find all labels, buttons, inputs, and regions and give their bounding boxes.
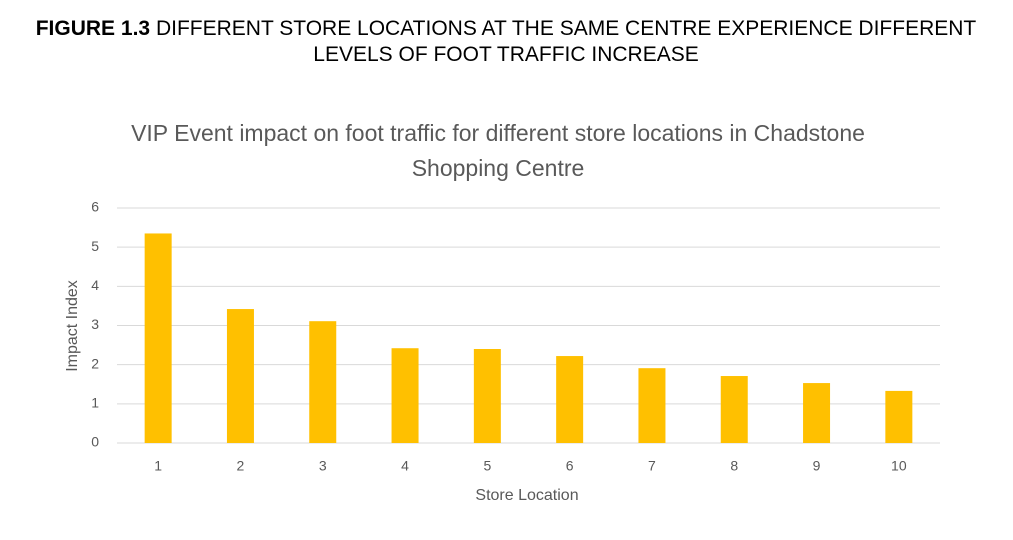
bar	[556, 356, 584, 443]
y-tick-label: 4	[91, 277, 99, 293]
x-tick-label: 3	[319, 458, 327, 474]
y-tick-label: 1	[91, 395, 99, 411]
chart-title: VIP Event impact on foot traffic for dif…	[131, 120, 865, 181]
bar	[803, 383, 831, 443]
figure-caption: FIGURE 1.3 DIFFERENT STORE LOCATIONS AT …	[31, 16, 981, 68]
y-axis-title: Impact Index	[64, 280, 81, 372]
x-tick-label: 6	[566, 458, 574, 474]
bar	[144, 233, 172, 443]
y-tick-label: 5	[91, 238, 99, 254]
bar	[309, 321, 337, 443]
bar	[720, 376, 748, 443]
bar	[391, 348, 419, 443]
x-tick-label: 4	[401, 458, 409, 474]
x-tick-label: 8	[730, 458, 738, 474]
bar	[638, 368, 666, 443]
x-tick-label: 1	[154, 458, 162, 474]
x-tick-label: 5	[483, 458, 491, 474]
x-axis-title: Store Location	[475, 487, 578, 504]
bar	[226, 309, 254, 443]
x-tick-label: 10	[891, 458, 907, 474]
figure-caption-text: DIFFERENT STORE LOCATIONS AT THE SAME CE…	[155, 17, 977, 66]
figure-label: FIGURE 1.3	[35, 17, 151, 40]
y-tick-label: 3	[91, 316, 99, 332]
x-tick-label: 9	[813, 458, 821, 474]
y-tick-label: 2	[91, 355, 99, 371]
bar	[885, 390, 913, 443]
y-tick-label: 6	[91, 199, 99, 215]
x-tick-label: 7	[648, 458, 656, 474]
bar	[473, 349, 501, 443]
x-tick-label: 2	[237, 458, 245, 474]
y-tick-label: 0	[91, 434, 99, 450]
